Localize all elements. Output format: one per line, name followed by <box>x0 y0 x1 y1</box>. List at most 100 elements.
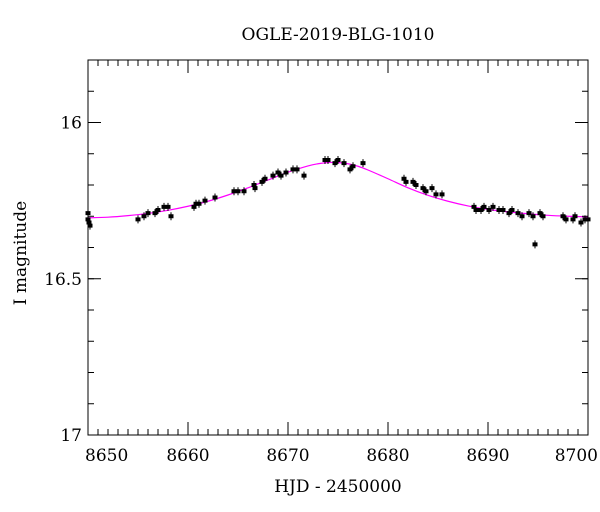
point-marker <box>301 173 307 178</box>
data-point <box>262 174 268 183</box>
point-marker <box>526 211 532 216</box>
point-marker <box>235 189 241 194</box>
point-marker <box>141 214 147 219</box>
point-marker <box>325 158 331 162</box>
point-marker <box>290 167 296 172</box>
point-marker <box>335 158 341 162</box>
point-marker <box>471 204 477 209</box>
point-marker <box>530 214 536 219</box>
data-point <box>506 209 512 218</box>
data-point <box>519 212 525 221</box>
point-marker <box>481 204 487 209</box>
data-point <box>429 184 435 193</box>
plot-frame <box>87 59 589 436</box>
point-marker <box>283 170 289 175</box>
point-marker <box>582 217 588 222</box>
data-point <box>335 156 341 164</box>
data-point <box>270 171 276 180</box>
point-marker <box>155 208 161 212</box>
point-marker <box>275 170 281 175</box>
point-marker <box>86 220 92 225</box>
point-marker <box>410 179 416 184</box>
data-point <box>347 165 353 174</box>
x-tick-label: 8660 <box>166 446 209 466</box>
data-point <box>530 212 536 221</box>
data-point <box>332 159 338 168</box>
point-marker <box>490 204 496 209</box>
data-point <box>537 209 543 218</box>
data-point <box>500 206 506 214</box>
point-marker <box>251 183 257 187</box>
point-marker <box>135 217 141 222</box>
data-point <box>486 206 492 214</box>
x-tick-label: 8700 <box>555 446 598 466</box>
data-points-layer <box>85 156 591 249</box>
point-marker <box>572 214 578 219</box>
point-marker <box>341 161 347 166</box>
data-point <box>515 209 521 218</box>
data-point <box>193 199 199 208</box>
point-marker <box>537 211 543 216</box>
point-marker <box>161 204 167 209</box>
data-point <box>231 187 237 196</box>
point-marker <box>478 208 484 212</box>
data-point <box>235 187 241 196</box>
point-marker <box>496 208 502 212</box>
point-marker <box>294 167 300 172</box>
point-marker <box>413 183 419 187</box>
data-point <box>473 206 479 214</box>
data-point <box>423 187 429 196</box>
point-marker <box>87 223 93 228</box>
point-marker <box>515 211 521 216</box>
data-point <box>350 162 356 171</box>
data-point <box>490 202 496 211</box>
point-marker <box>165 204 171 209</box>
y-tick-label: 16.5 <box>44 270 82 290</box>
point-marker <box>506 211 512 216</box>
point-marker <box>270 173 276 178</box>
point-marker <box>259 179 265 184</box>
data-point <box>532 240 538 249</box>
point-marker <box>241 189 247 194</box>
data-point <box>202 196 208 205</box>
point-marker <box>168 214 174 219</box>
data-point <box>322 156 328 164</box>
data-point <box>560 212 566 221</box>
data-point <box>509 206 515 214</box>
data-point <box>275 168 281 177</box>
x-tick-label: 8690 <box>466 446 509 466</box>
data-point <box>420 184 426 193</box>
data-point <box>196 199 202 208</box>
data-point <box>413 181 419 189</box>
point-marker <box>403 179 409 184</box>
data-point <box>478 206 484 214</box>
data-point <box>259 177 265 186</box>
data-point <box>290 165 296 174</box>
data-point <box>294 165 300 174</box>
point-marker <box>519 214 525 219</box>
point-marker <box>509 208 515 212</box>
data-point <box>241 187 247 196</box>
point-marker <box>570 217 576 222</box>
point-marker <box>202 198 208 203</box>
data-point <box>360 159 366 168</box>
point-marker <box>420 186 426 191</box>
y-axis-label: I magnitude <box>11 201 31 305</box>
data-point <box>526 209 532 218</box>
point-marker <box>350 164 356 169</box>
point-marker <box>423 189 429 194</box>
point-marker <box>231 189 237 194</box>
data-point <box>161 202 167 211</box>
data-point <box>212 193 218 202</box>
point-marker <box>347 167 353 172</box>
point-marker <box>252 186 258 191</box>
point-marker <box>360 161 366 166</box>
data-point <box>145 209 151 218</box>
point-marker <box>401 176 407 181</box>
point-marker <box>540 214 546 219</box>
data-point <box>572 212 578 221</box>
x-tick-label: 8680 <box>366 446 409 466</box>
y-tick-label: 16 <box>60 114 82 134</box>
data-point <box>341 159 347 168</box>
